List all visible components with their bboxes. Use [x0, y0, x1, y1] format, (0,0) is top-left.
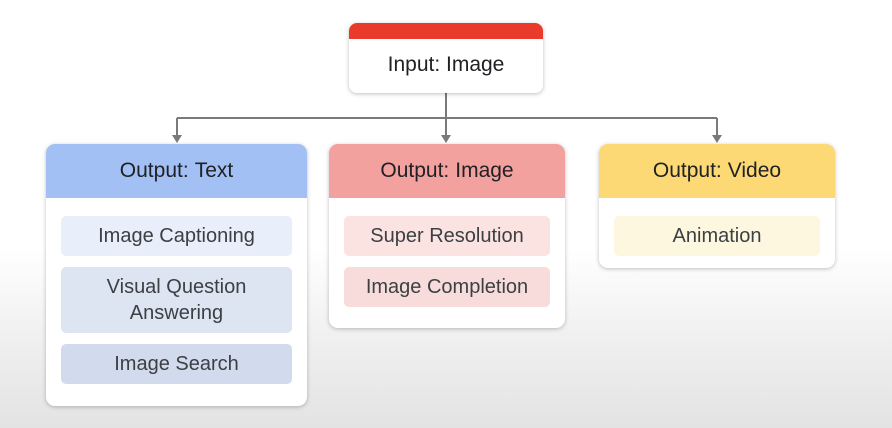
output-video-type: Video	[727, 159, 782, 182]
output-text-items: Image Captioning Visual Question Answeri…	[46, 198, 307, 384]
output-video-items: Animation	[599, 198, 835, 256]
input-image-node: Input: Image	[349, 23, 543, 93]
output-video-header: Output: Video	[599, 144, 835, 198]
output-video-prefix: Output:	[652, 159, 722, 182]
task-image-search: Image Search	[61, 344, 292, 384]
task-image-captioning: Image Captioning	[61, 216, 292, 256]
input-node-accent-bar	[349, 23, 543, 39]
output-image-header: Output: Image	[329, 144, 565, 198]
output-image-card: Output: Image Super Resolution Image Comp…	[329, 144, 565, 328]
output-image-type: Image	[455, 159, 514, 182]
output-image-items: Super Resolution Image Completion	[329, 198, 565, 307]
output-image-prefix: Output:	[380, 159, 450, 182]
output-text-card: Output: Text Image Captioning Visual Ques…	[46, 144, 307, 406]
output-text-header: Output: Text	[46, 144, 307, 198]
arrowhead-video	[712, 135, 722, 143]
output-video-card: Output: Video Animation	[599, 144, 835, 268]
arrowhead-image	[441, 135, 451, 143]
input-node-label: Input: Image	[387, 53, 505, 76]
task-image-completion: Image Completion	[344, 267, 550, 307]
arrowhead-text	[172, 135, 182, 143]
output-text-type: Text	[194, 159, 234, 182]
task-animation: Animation	[614, 216, 820, 256]
task-super-resolution: Super Resolution	[344, 216, 550, 256]
task-visual-question-answering: Visual Question Answering	[61, 267, 292, 333]
output-text-prefix: Output:	[119, 159, 189, 182]
